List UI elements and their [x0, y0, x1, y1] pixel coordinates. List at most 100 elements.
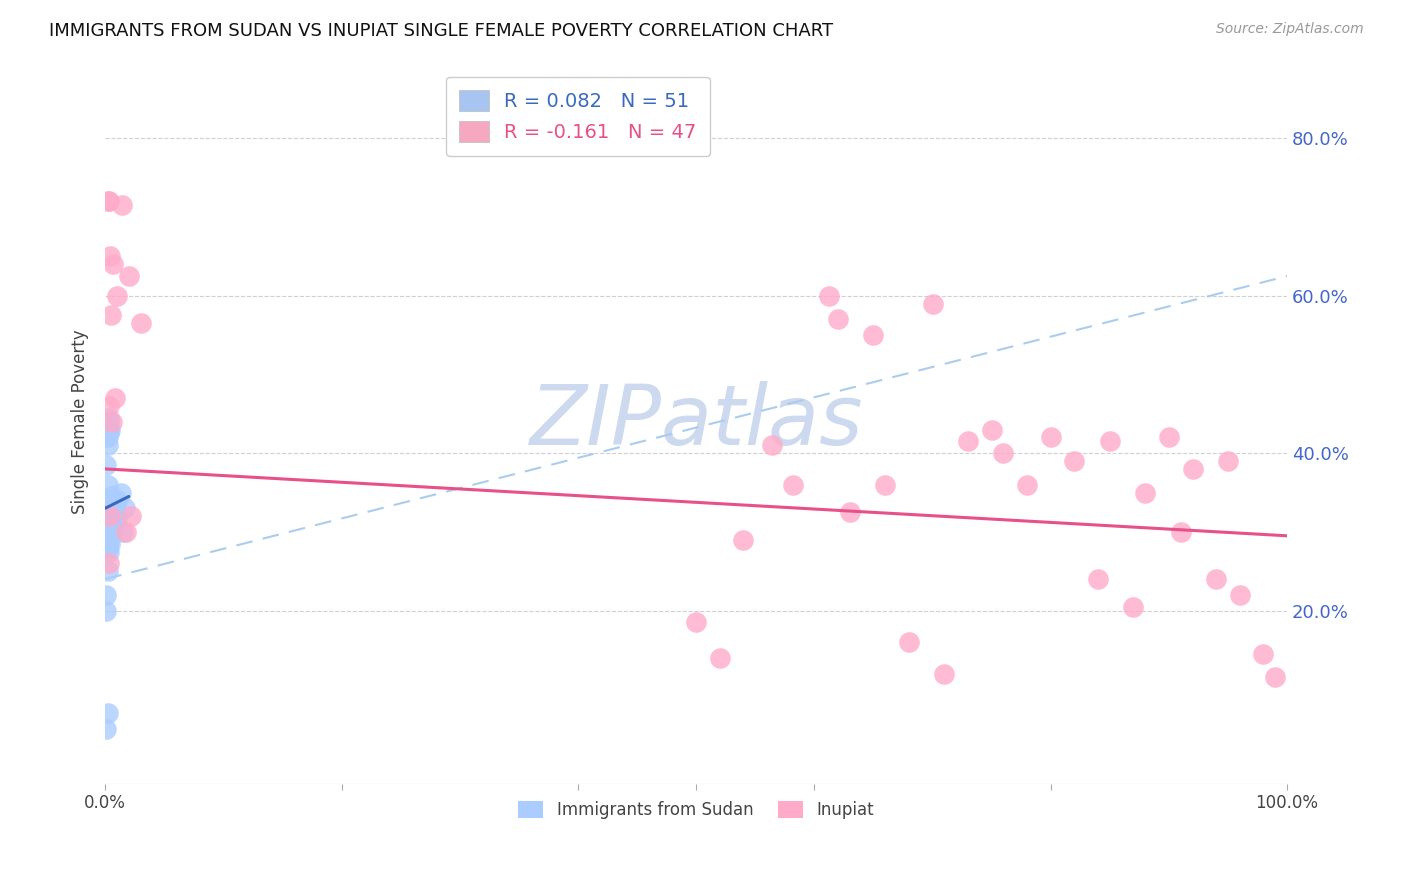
Point [897, 635, 920, 649]
Point [838, 505, 860, 519]
Point [1063, 454, 1085, 468]
Point [104, 513, 127, 527]
Point [101, 415, 124, 429]
Point [97, 423, 120, 437]
Point [97, 410, 120, 425]
Legend: Immigrants from Sudan, Inupiat: Immigrants from Sudan, Inupiat [512, 795, 880, 826]
Point [114, 501, 136, 516]
Point [97, 521, 120, 535]
Point [96, 415, 118, 429]
Point [1181, 462, 1204, 476]
Point [97, 509, 120, 524]
Point [980, 423, 1002, 437]
Y-axis label: Single Female Poverty: Single Female Poverty [72, 329, 89, 514]
Point [97, 516, 120, 531]
Point [97, 706, 120, 720]
Point [733, 533, 755, 547]
Point [104, 497, 127, 511]
Text: ZIPatlas: ZIPatlas [529, 381, 863, 462]
Point [1087, 572, 1109, 586]
Point [110, 485, 132, 500]
Point [97, 399, 120, 413]
Point [97, 557, 120, 571]
Point [98, 524, 121, 539]
Point [1170, 524, 1192, 539]
Point [1157, 430, 1180, 444]
Point [100, 493, 122, 508]
Point [817, 289, 839, 303]
Point [96, 497, 118, 511]
Point [100, 505, 122, 519]
Point [98, 249, 121, 263]
Point [120, 509, 142, 524]
Point [97, 533, 120, 547]
Point [98, 536, 121, 550]
Point [1135, 485, 1157, 500]
Point [1015, 477, 1038, 491]
Point [101, 501, 124, 516]
Point [105, 289, 128, 303]
Point [100, 516, 122, 531]
Point [97, 426, 120, 441]
Point [709, 650, 731, 665]
Point [1264, 671, 1286, 685]
Point [782, 477, 804, 491]
Point [1039, 430, 1062, 444]
Point [111, 524, 134, 539]
Point [103, 257, 125, 271]
Point [993, 446, 1015, 460]
Point [97, 509, 120, 524]
Point [96, 430, 118, 444]
Point [97, 430, 120, 444]
Point [97, 544, 120, 558]
Point [685, 615, 707, 630]
Point [1122, 599, 1144, 614]
Point [97, 194, 120, 209]
Point [105, 493, 128, 508]
Point [100, 524, 122, 539]
Point [118, 268, 141, 283]
Point [101, 490, 124, 504]
Point [97, 477, 120, 491]
Point [100, 509, 122, 524]
Point [1216, 454, 1239, 468]
Point [96, 521, 118, 535]
Point [97, 541, 120, 555]
Point [921, 296, 943, 310]
Point [97, 529, 120, 543]
Point [98, 497, 121, 511]
Point [98, 509, 121, 524]
Point [956, 434, 979, 449]
Point [96, 722, 118, 736]
Point [115, 524, 138, 539]
Point [96, 603, 118, 617]
Point [97, 438, 120, 452]
Point [98, 513, 121, 527]
Point [100, 309, 122, 323]
Point [1253, 647, 1275, 661]
Point [104, 391, 127, 405]
Point [96, 458, 118, 472]
Point [827, 312, 849, 326]
Point [97, 493, 120, 508]
Point [97, 564, 120, 578]
Point [129, 316, 152, 330]
Point [1098, 434, 1121, 449]
Point [1205, 572, 1227, 586]
Point [103, 493, 125, 508]
Point [97, 493, 120, 508]
Point [104, 493, 127, 508]
Point [105, 509, 128, 524]
Point [761, 438, 783, 452]
Point [96, 588, 118, 602]
Point [104, 509, 127, 524]
Point [934, 666, 956, 681]
Point [875, 477, 897, 491]
Point [103, 505, 125, 519]
Point [862, 328, 884, 343]
Point [98, 423, 121, 437]
Point [1229, 588, 1251, 602]
Text: Source: ZipAtlas.com: Source: ZipAtlas.com [1216, 22, 1364, 37]
Point [97, 415, 120, 429]
Point [100, 529, 122, 543]
